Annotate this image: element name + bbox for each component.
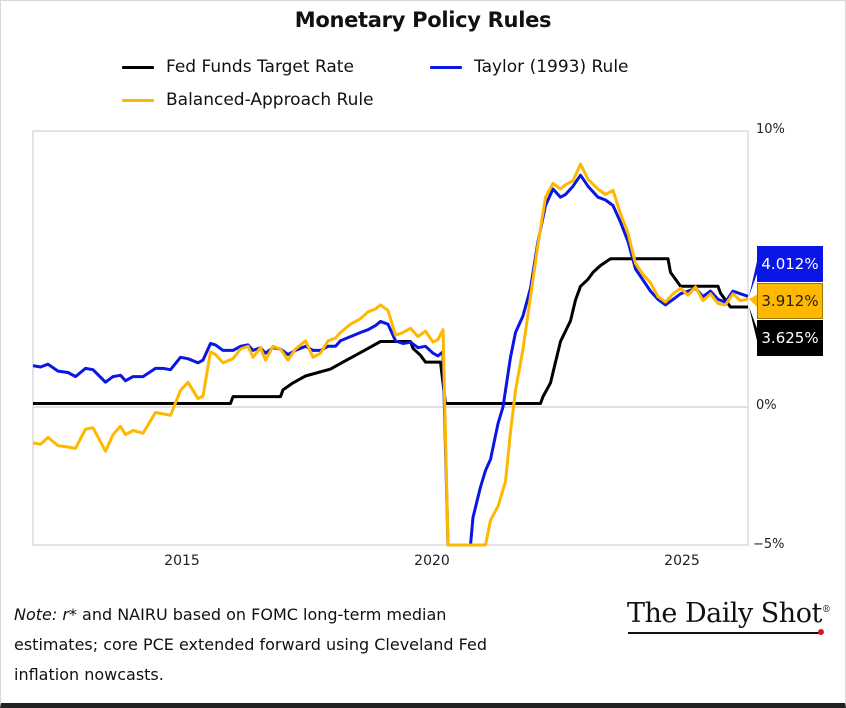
end-label-fed-funds: 3.625%	[757, 320, 823, 356]
end-label-taylor: 4.012%	[757, 246, 823, 282]
y-tick-label: 10%	[756, 122, 785, 137]
brand-registered-mark: ®	[821, 605, 831, 615]
y-tick-label: 0%	[756, 398, 777, 413]
note-prefix: Note:	[14, 605, 58, 624]
end-label-arrow-taylor	[749, 257, 758, 297]
legend-swatch-fed-funds	[122, 65, 154, 69]
legend-swatch-balanced	[122, 98, 154, 102]
brand-logo: The Daily Shot®	[627, 598, 831, 629]
legend-item-balanced: Balanced-Approach Rule	[122, 90, 374, 110]
note-text: and NAIRU based on FOMC long-term median…	[14, 605, 487, 684]
footnote: Note: r* and NAIRU based on FOMC long-te…	[14, 600, 534, 690]
note-r-star: r*	[62, 605, 77, 624]
x-tick-label: 2020	[414, 553, 450, 569]
end-label-arrow-balanced	[749, 294, 758, 308]
legend-item-taylor: Taylor (1993) Rule	[430, 57, 629, 77]
legend-item-fed-funds: Fed Funds Target Rate	[122, 57, 354, 77]
chart-title: Monetary Policy Rules	[294, 8, 552, 32]
plot-border	[32, 130, 749, 546]
y-tick-label: −5%	[753, 537, 785, 552]
brand-red-dot	[818, 629, 824, 635]
end-label-balanced: 3.912%	[757, 283, 823, 319]
brand-underline	[628, 632, 820, 634]
legend-label: Fed Funds Target Rate	[166, 57, 354, 77]
brand-name: The Daily Shot	[627, 598, 822, 629]
series-line-fed-funds	[33, 257, 748, 405]
legend-swatch-taylor	[430, 65, 462, 69]
legend-label: Balanced-Approach Rule	[166, 90, 374, 110]
x-tick-label: 2015	[164, 553, 200, 569]
series-line-taylor	[32, 173, 749, 547]
end-label-arrow-fed-funds	[749, 307, 758, 345]
x-tick-label: 2025	[664, 553, 700, 569]
series-line-balanced	[32, 162, 749, 547]
legend-label: Taylor (1993) Rule	[474, 57, 629, 77]
